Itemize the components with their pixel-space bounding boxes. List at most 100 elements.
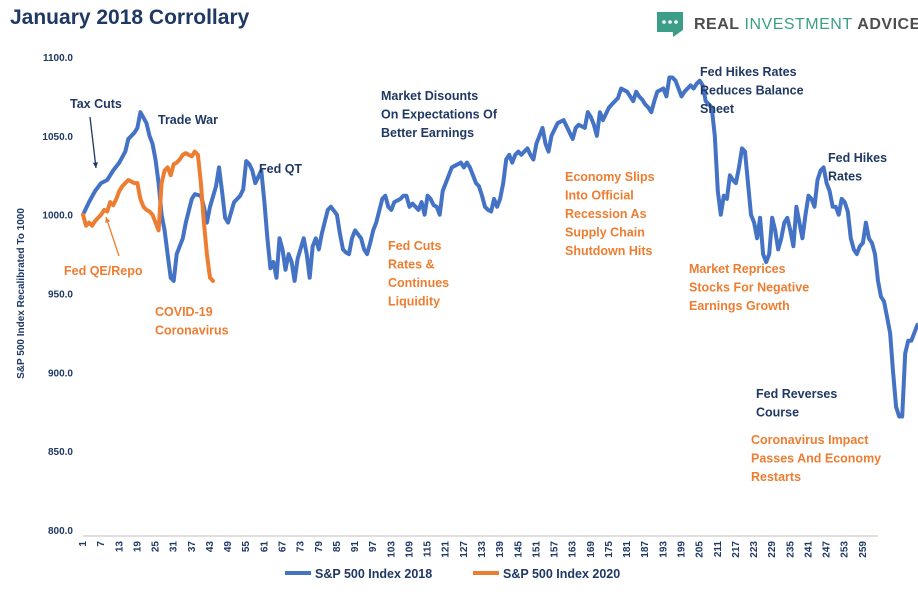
annotation-line: Recession As [565, 207, 647, 221]
annotation-line: Market Reprices [689, 262, 786, 276]
x-tick-label: 229 [767, 541, 778, 558]
series-group [81, 75, 918, 419]
annotations-group: Tax Cuts Trade War Fed QT Market Disounts On… [64, 65, 887, 484]
annotation-line: Passes And Economy [751, 452, 881, 466]
x-tick-label: 181 [622, 541, 633, 558]
x-tick-label: 151 [531, 541, 542, 558]
x-tick-label: 157 [550, 541, 561, 558]
x-tick-label: 205 [695, 541, 706, 558]
y-axis-label: S&P 500 Index Recalibrated To 1000 [16, 208, 27, 379]
annotation-economy-slips: Economy Slips Into Official Recession As Su… [565, 170, 655, 258]
x-tick-label: 223 [749, 541, 760, 558]
annotation-line: Rates [828, 170, 862, 184]
annotation-line: Fed QE/Repo [64, 264, 143, 278]
x-tick-label: 61 [259, 541, 270, 553]
annotation-line: Sheet [700, 102, 735, 116]
x-tick-label: 55 [241, 541, 252, 553]
y-axis: 800.0 850.0 900.0 950.0 1000.0 1050.0 1100.0 S&… [16, 53, 73, 537]
x-tick-label: 163 [568, 541, 579, 558]
annotation-line: Fed QT [259, 162, 302, 176]
x-tick-label: 1 [78, 541, 89, 547]
x-tick-label: 25 [151, 541, 162, 553]
x-tick-label: 139 [495, 541, 506, 558]
x-tick-label: 43 [205, 541, 216, 553]
x-tick-label: 109 [404, 541, 415, 558]
annotation-line: Fed Hikes [828, 151, 887, 165]
annotation-line: Liquidity [388, 295, 440, 309]
annotation-line: Better Earnings [381, 126, 474, 140]
y-tick-label: 1000.0 [42, 211, 73, 222]
brand-logo: REAL INVESTMENT ADVICE [654, 10, 918, 40]
x-tick-label: 217 [731, 541, 742, 558]
y-tick-label: 850.0 [48, 447, 73, 458]
annotation-line: Shutdown Hits [565, 244, 653, 258]
annotation-line: COVID-19 [155, 305, 213, 319]
legend: S&P 500 Index 2018 S&P 500 Index 2020 [285, 567, 620, 581]
fed-qe-repo-arrow [105, 216, 120, 257]
x-tick-label: 235 [785, 541, 796, 558]
annotation-market-discounts: Market Disounts On Expectations Of Better … [381, 89, 498, 140]
annotation-line: Into Official [565, 189, 634, 203]
x-tick-label: 127 [459, 541, 470, 558]
series-line-2018 [81, 75, 918, 419]
y-tick-label: 1050.0 [42, 132, 73, 143]
x-tick-label: 97 [368, 541, 379, 553]
chat-bubble-shield-icon [657, 12, 683, 37]
legend-label-2018: S&P 500 Index 2018 [315, 567, 432, 581]
y-tick-label: 950.0 [48, 290, 73, 301]
x-tick-label: 73 [296, 541, 307, 553]
x-tick-label: 37 [187, 541, 198, 553]
annotation-fed-reverses: Fed Reverses Course [756, 387, 837, 420]
x-tick-label: 91 [350, 541, 361, 553]
chart-title: January 2018 Corrollary [10, 6, 250, 29]
x-tick-label: 193 [658, 541, 669, 558]
annotation-line: Tax Cuts [70, 97, 122, 111]
annotation-line: Fed Cuts [388, 239, 442, 253]
annotation-line: Coronavirus [155, 324, 229, 338]
x-tick-label: 211 [713, 541, 724, 558]
annotation-fed-qe-repo: Fed QE/Repo [64, 264, 143, 278]
brand-word-advice: ADVICE [857, 16, 918, 33]
brand-word-real: REAL [694, 16, 740, 33]
annotation-line: Economy Slips [565, 170, 655, 184]
x-tick-label: 19 [132, 541, 143, 553]
annotation-fed-cuts-rates: Fed Cuts Rates & Continues Liquidity [388, 239, 449, 309]
annotation-line: Market Disounts [381, 89, 478, 103]
x-tick-label: 175 [604, 541, 615, 558]
tax-cuts-arrow-head [92, 162, 98, 168]
x-tick-label: 133 [477, 541, 488, 558]
x-tick-label: 253 [840, 541, 851, 558]
x-tick-label: 31 [169, 541, 180, 553]
annotation-line: Fed Hikes Rates [700, 65, 797, 79]
annotation-market-reprices: Market Reprices Stocks For Negative Earnin… [689, 262, 809, 313]
brand-name: REAL INVESTMENT ADVICE [694, 16, 918, 34]
annotation-covid-19: COVID-19 Coronavirus [155, 305, 229, 338]
x-tick-label: 121 [441, 541, 452, 558]
x-axis: 1 7 13 19 25 31 37 43 49 55 61 67 73 79 85 91 97 103 109 11… [78, 535, 878, 558]
x-tick-label: 199 [677, 541, 688, 558]
series-line-2020 [81, 149, 215, 283]
legend-label-2020: S&P 500 Index 2020 [503, 567, 620, 581]
annotation-fed-hikes-rates-reduces: Fed Hikes Rates Reduces Balance Sheet [700, 65, 804, 116]
x-tick-label: 103 [386, 541, 397, 558]
x-tick-label: 49 [223, 541, 234, 553]
x-tick-label: 187 [640, 541, 651, 558]
annotation-trade-war: Trade War [158, 113, 218, 127]
x-tick-label: 115 [423, 541, 434, 558]
annotation-tax-cuts: Tax Cuts [70, 97, 122, 111]
annotation-line: Earnings Growth [689, 299, 790, 313]
annotation-line: Coronavirus Impact [751, 433, 869, 447]
annotation-line: Continues [388, 276, 449, 290]
annotation-fed-hikes-rates: Fed Hikes Rates [828, 151, 887, 184]
annotation-fed-qt: Fed QT [259, 162, 302, 176]
annotation-line: On Expectations Of [381, 108, 498, 122]
x-tick-label: 145 [513, 541, 524, 558]
annotation-line: Supply Chain [565, 226, 645, 240]
x-tick-label: 169 [586, 541, 597, 558]
fed-qe-repo-arrow-head [105, 217, 111, 223]
x-tick-label: 247 [822, 541, 833, 558]
brand-word-investment: INVESTMENT [744, 16, 853, 33]
y-tick-label: 900.0 [48, 368, 73, 379]
x-tick-label: 259 [858, 541, 869, 558]
